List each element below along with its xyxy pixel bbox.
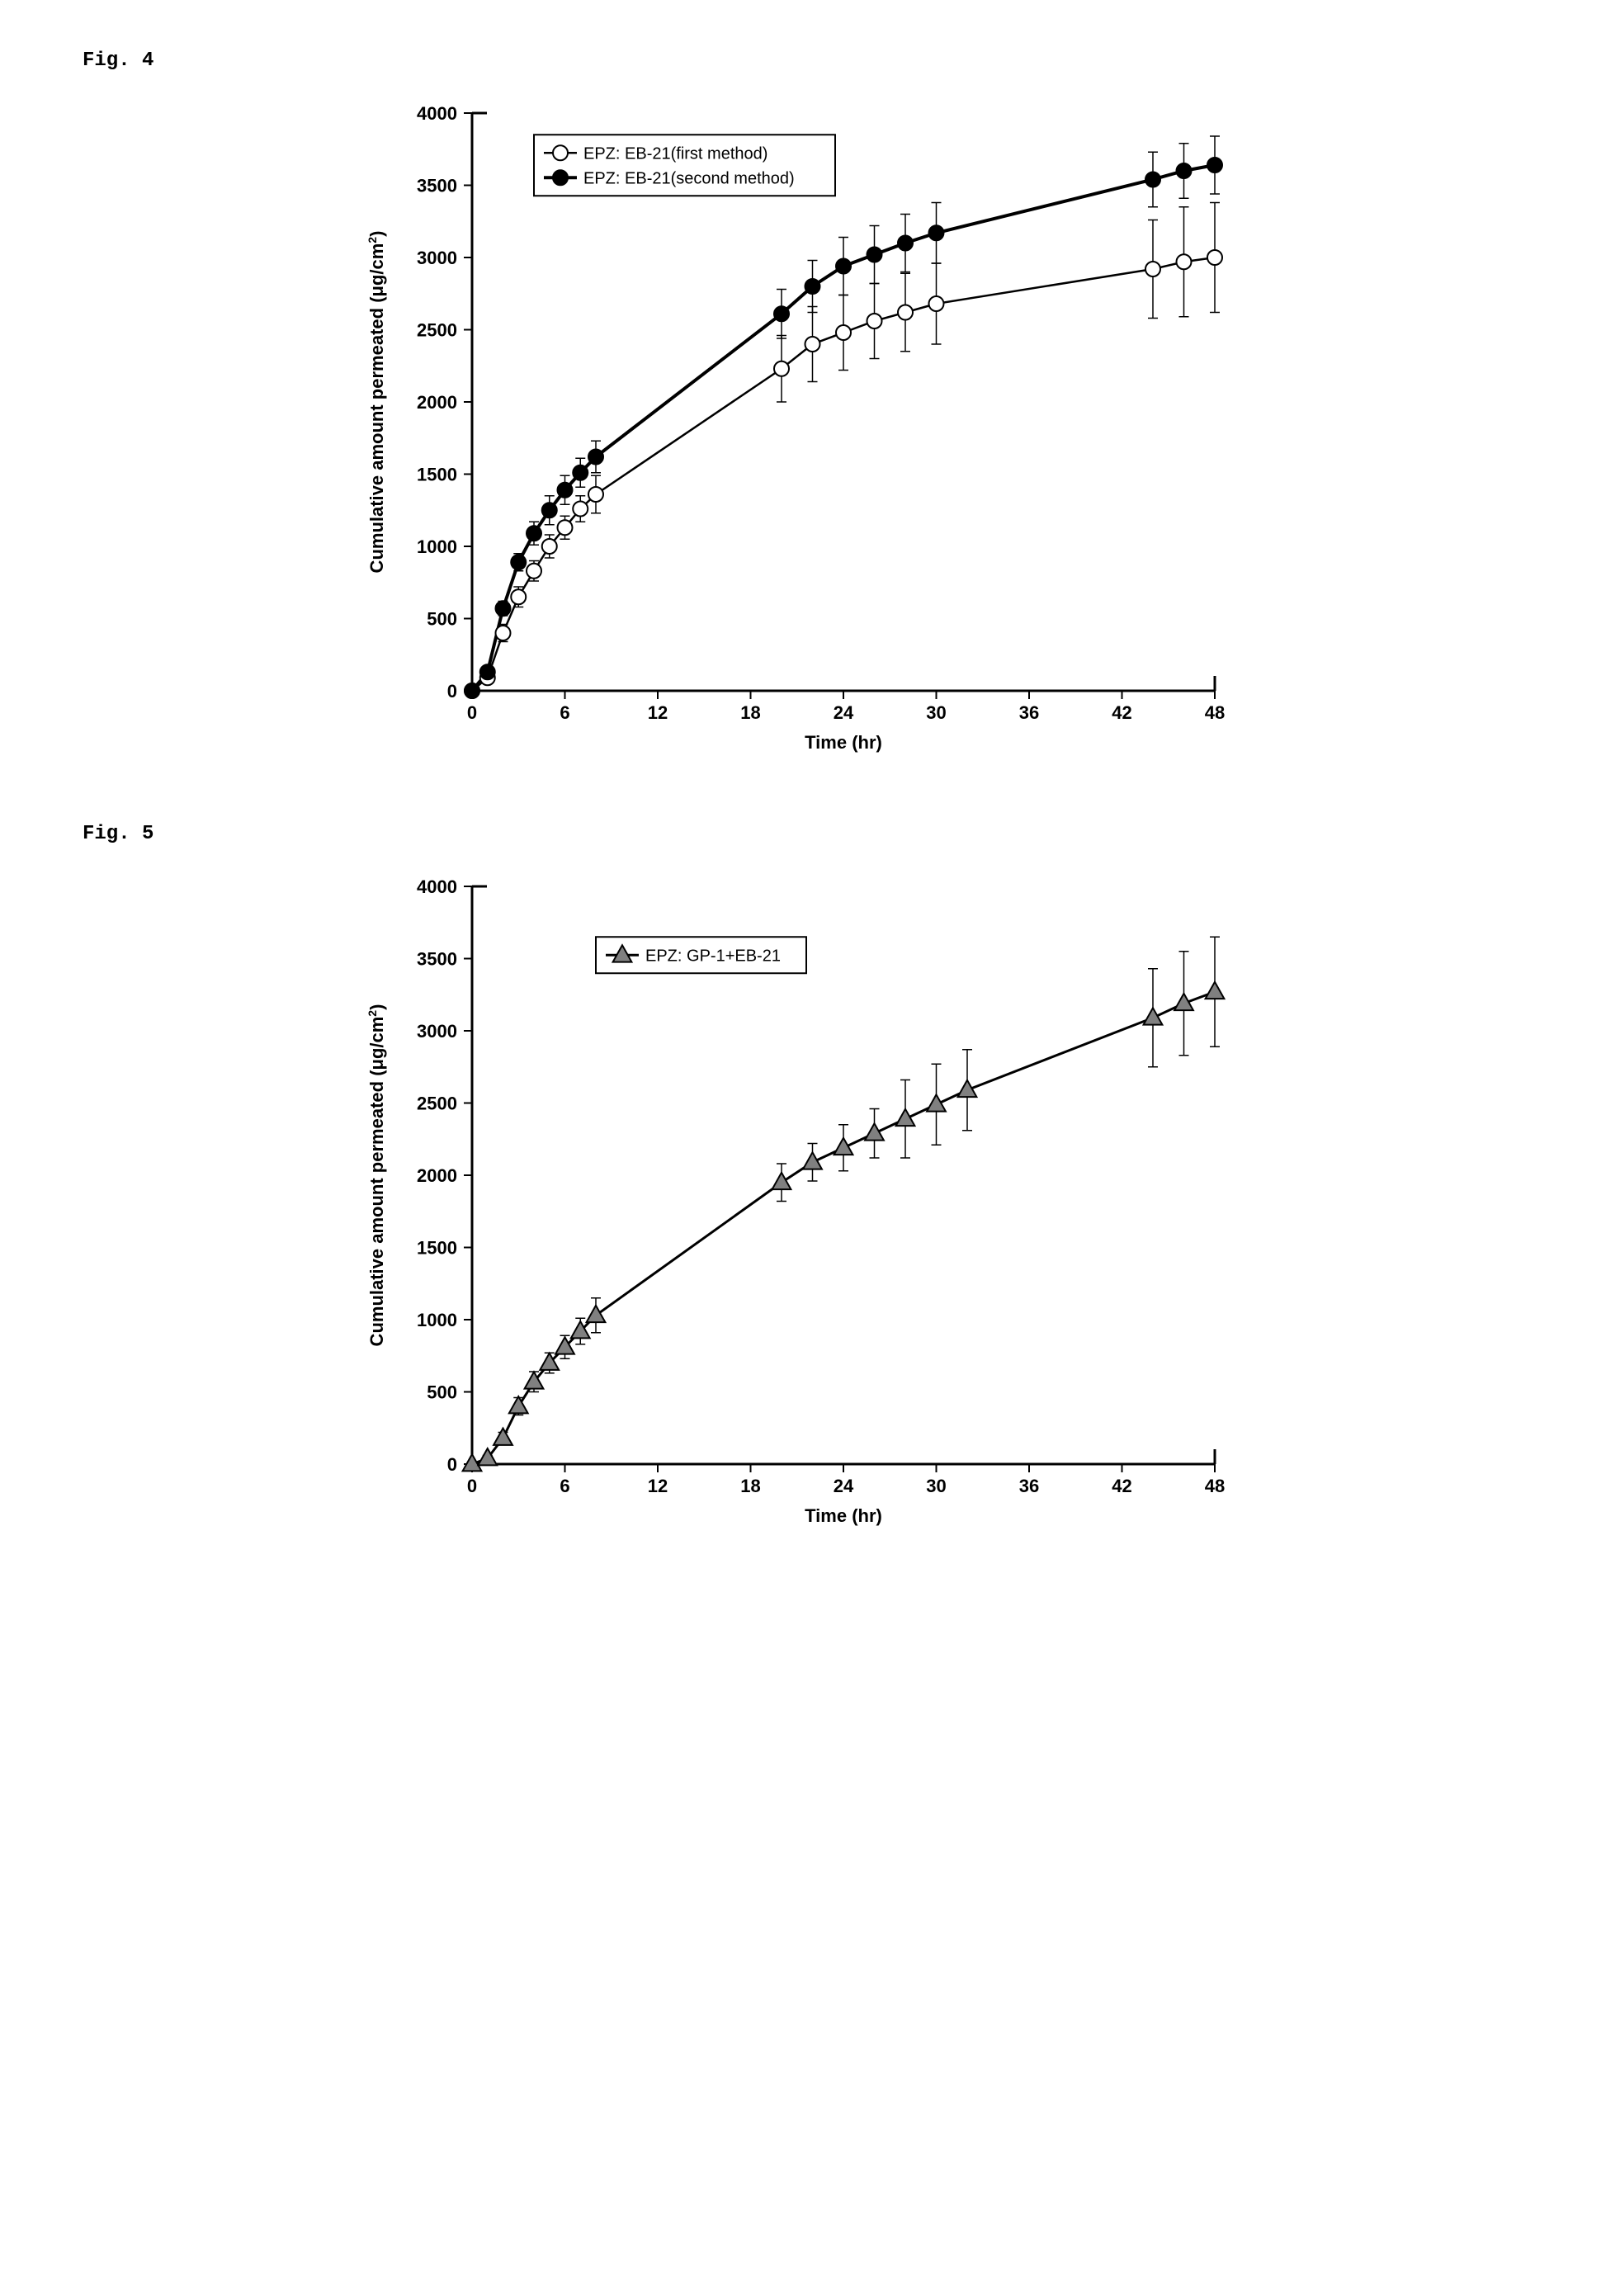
x-tick-label: 12 xyxy=(647,1476,667,1496)
y-tick-label: 0 xyxy=(446,1454,456,1475)
data-marker xyxy=(557,483,572,498)
data-marker xyxy=(527,526,541,541)
x-tick-label: 30 xyxy=(926,702,946,723)
data-marker xyxy=(1143,1008,1162,1024)
chart-container: 0 500 1000 1500 2000 2500 3000 3500 4000 0 6 12 18 24… xyxy=(357,88,1264,773)
x-axis-label: Time (hr) xyxy=(805,732,882,753)
data-marker xyxy=(586,1306,605,1322)
legend-label: EPZ: GP-1+EB-21 xyxy=(645,947,781,965)
data-marker xyxy=(1176,163,1191,178)
y-tick-label: 1500 xyxy=(417,1238,457,1259)
data-marker xyxy=(1205,982,1224,999)
x-tick-label: 18 xyxy=(740,702,760,723)
data-marker xyxy=(772,1173,791,1189)
x-tick-label: 18 xyxy=(740,1476,760,1496)
x-tick-label: 48 xyxy=(1204,702,1224,723)
y-tick-label: 2000 xyxy=(417,392,457,413)
x-tick-label: 24 xyxy=(833,1476,853,1496)
y-tick-label: 4000 xyxy=(417,103,457,124)
data-marker xyxy=(1207,158,1222,172)
data-marker xyxy=(573,502,588,517)
data-marker xyxy=(895,1109,914,1126)
y-tick-label: 1000 xyxy=(417,536,457,557)
data-marker xyxy=(898,236,913,251)
data-marker xyxy=(774,361,789,376)
data-marker xyxy=(588,450,603,465)
data-marker xyxy=(836,259,851,274)
data-marker xyxy=(479,664,494,679)
data-marker xyxy=(511,555,526,569)
data-marker xyxy=(867,248,881,262)
data-marker xyxy=(805,337,819,352)
series-line xyxy=(472,992,1215,1464)
data-marker xyxy=(836,325,851,340)
data-marker xyxy=(527,564,541,579)
x-tick-label: 6 xyxy=(560,1476,569,1496)
data-marker xyxy=(573,465,588,480)
data-marker xyxy=(465,683,479,698)
data-marker xyxy=(541,503,556,517)
x-tick-label: 36 xyxy=(1018,1476,1038,1496)
data-marker xyxy=(494,1429,512,1445)
data-marker xyxy=(508,1396,527,1413)
data-marker xyxy=(805,279,819,294)
legend-label: EPZ: EB-21(first method) xyxy=(583,144,767,163)
y-tick-label: 3000 xyxy=(417,1021,457,1042)
data-marker xyxy=(1145,262,1160,276)
y-tick-label: 4000 xyxy=(417,876,457,897)
y-tick-label: 2500 xyxy=(417,1094,457,1114)
x-tick-label: 36 xyxy=(1018,702,1038,723)
x-tick-label: 6 xyxy=(560,702,569,723)
data-marker xyxy=(774,306,789,321)
y-tick-label: 0 xyxy=(446,681,456,702)
data-marker xyxy=(865,1123,884,1140)
y-axis-label: Cumulative amount permeated (μg/cm2) xyxy=(366,1004,387,1347)
data-marker xyxy=(588,487,603,502)
chart-container: 0 500 1000 1500 2000 2500 3000 3500 4000 0 6 12 18 24… xyxy=(357,862,1264,1547)
x-tick-label: 42 xyxy=(1112,1476,1131,1496)
data-marker xyxy=(867,314,881,328)
y-tick-label: 2500 xyxy=(417,320,457,341)
data-marker xyxy=(927,1094,946,1111)
x-tick-label: 48 xyxy=(1204,1476,1224,1496)
y-tick-label: 1000 xyxy=(417,1310,457,1330)
data-marker xyxy=(1145,172,1160,187)
y-tick-label: 1500 xyxy=(417,465,457,485)
data-marker xyxy=(511,589,526,604)
data-marker xyxy=(834,1138,853,1155)
data-marker xyxy=(495,601,510,616)
data-marker xyxy=(1207,250,1222,265)
data-marker xyxy=(803,1152,822,1169)
data-marker xyxy=(1176,254,1191,269)
data-marker xyxy=(928,296,943,311)
x-tick-label: 0 xyxy=(466,702,476,723)
x-tick-label: 30 xyxy=(926,1476,946,1496)
data-marker xyxy=(541,539,556,554)
y-tick-label: 3500 xyxy=(417,176,457,196)
data-marker xyxy=(928,225,943,240)
data-marker xyxy=(495,626,510,640)
figure-label: Fig. 5 xyxy=(83,823,1587,845)
x-axis-label: Time (hr) xyxy=(805,1505,882,1526)
x-tick-label: 0 xyxy=(466,1476,476,1496)
y-tick-label: 500 xyxy=(427,609,457,630)
legend-label: EPZ: EB-21(second method) xyxy=(583,169,795,187)
y-tick-label: 500 xyxy=(427,1382,457,1403)
x-tick-label: 24 xyxy=(833,702,853,723)
y-axis-label: Cumulative amount permeated (μg/cm2) xyxy=(366,231,387,574)
figure-label: Fig. 4 xyxy=(83,50,1587,72)
x-tick-label: 42 xyxy=(1112,702,1131,723)
data-marker xyxy=(898,305,913,320)
y-tick-label: 2000 xyxy=(417,1165,457,1186)
x-tick-label: 12 xyxy=(647,702,667,723)
y-tick-label: 3500 xyxy=(417,949,457,970)
data-marker xyxy=(557,520,572,535)
y-tick-label: 3000 xyxy=(417,248,457,268)
